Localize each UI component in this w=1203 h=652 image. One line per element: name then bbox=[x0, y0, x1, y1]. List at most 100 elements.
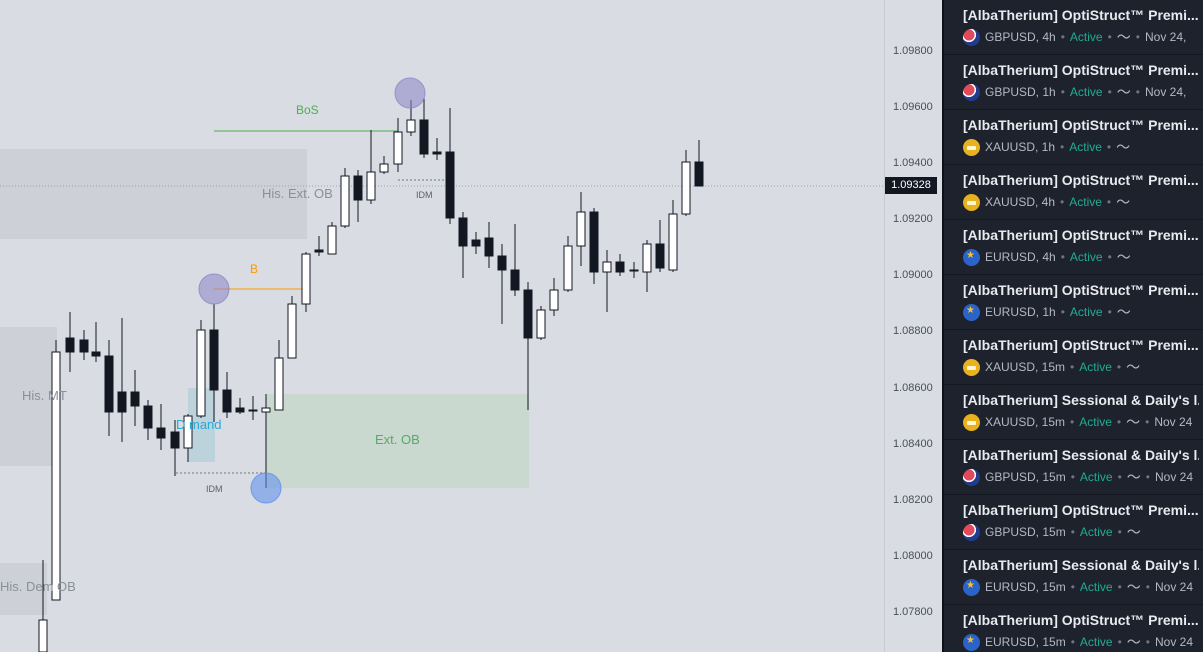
alert-item[interactable]: [AlbaTherium] Sessional & Daily's l... EU… bbox=[944, 550, 1203, 605]
trend-wave-icon: 〜 bbox=[1116, 139, 1131, 155]
bullish-candle bbox=[301, 253, 311, 305]
alert-details: GBPUSD, 1h • Active • 〜 • Nov 24, bbox=[963, 83, 1203, 101]
alert-symbol: XAUUSD, 15m bbox=[985, 415, 1066, 429]
bearish-candle bbox=[419, 119, 429, 155]
trend-wave-icon: 〜 bbox=[1126, 469, 1141, 485]
price-axis[interactable]: 1.09800 1.09600 1.09400 1.09200 1.09000 … bbox=[884, 0, 943, 652]
alert-date: Nov 24 bbox=[1154, 635, 1194, 649]
alert-status: Active bbox=[1079, 525, 1113, 539]
alert-title: [AlbaTherium] Sessional & Daily's l... bbox=[963, 447, 1199, 463]
bearish-candle bbox=[471, 239, 481, 247]
bearish-candle bbox=[589, 211, 599, 273]
trend-wave-icon: 〜 bbox=[1126, 634, 1141, 650]
alert-status: Active bbox=[1069, 140, 1102, 154]
separator-dot: • bbox=[1106, 195, 1112, 209]
alert-item[interactable]: [AlbaTherium] OptiStruct™ Premi... GBPUSD… bbox=[944, 0, 1203, 55]
alert-title: [AlbaTherium] OptiStruct™ Premi... bbox=[963, 282, 1199, 298]
bullish-candle bbox=[393, 131, 403, 165]
current-price-tag: 1.09328 bbox=[885, 177, 937, 194]
alert-status: Active bbox=[1069, 250, 1103, 264]
price-tick: 1.08400 bbox=[893, 438, 933, 450]
alert-item[interactable]: [AlbaTherium] Sessional & Daily's l... GB… bbox=[944, 440, 1203, 495]
alert-item[interactable]: [AlbaTherium] OptiStruct™ Premi... EURUSD… bbox=[944, 605, 1203, 652]
alert-status: Active bbox=[1069, 305, 1103, 319]
separator-dot: • bbox=[1060, 305, 1065, 319]
bearish-candle bbox=[615, 261, 625, 273]
alert-item[interactable]: [AlbaTherium] OptiStruct™ Premi... GBPUSD… bbox=[944, 495, 1203, 550]
bearish-candle bbox=[314, 249, 324, 253]
alert-symbol: GBPUSD, 15m bbox=[985, 525, 1066, 539]
trend-wave-icon: 〜 bbox=[1126, 524, 1141, 540]
bullish-candle bbox=[51, 351, 61, 601]
alert-symbol: GBPUSD, 15m bbox=[985, 470, 1066, 484]
bearish-candle bbox=[458, 217, 468, 247]
his-ext-ob-zone bbox=[0, 149, 307, 239]
alert-symbol: XAUUSD, 1h bbox=[985, 140, 1056, 154]
ext-ob-label: Ext. OB bbox=[375, 432, 420, 447]
his-imt-label: His. MT bbox=[22, 388, 67, 403]
eur-usd-flag-icon bbox=[963, 248, 980, 266]
alert-symbol: GBPUSD, 4h bbox=[985, 30, 1056, 44]
price-tick: 1.08000 bbox=[893, 550, 933, 562]
gbp-usd-flag-icon bbox=[963, 28, 980, 46]
alert-symbol: GBPUSD, 1h bbox=[985, 85, 1056, 99]
price-chart[interactable]: BoS B IDM IDM His. Ext. OB His. MT D man… bbox=[0, 0, 884, 652]
trend-wave-icon: 〜 bbox=[1126, 414, 1141, 430]
separator-dot: • bbox=[1117, 580, 1122, 594]
bearish-candle bbox=[248, 409, 258, 412]
bullish-candle bbox=[668, 213, 678, 271]
gold-icon bbox=[963, 413, 980, 431]
separator-dot: • bbox=[1116, 360, 1122, 374]
alert-details: XAUUSD, 15m • Active • 〜 • Nov 24 bbox=[963, 413, 1203, 431]
alert-date: Nov 24 bbox=[1155, 470, 1194, 484]
price-tick: 1.08200 bbox=[893, 494, 933, 506]
bullish-candle bbox=[196, 329, 206, 417]
price-tick: 1.09600 bbox=[893, 101, 933, 113]
alert-status: Active bbox=[1079, 470, 1113, 484]
separator-dot: • bbox=[1106, 140, 1112, 154]
price-tick: 1.07800 bbox=[893, 606, 933, 618]
eur-usd-flag-icon bbox=[963, 303, 980, 321]
alert-item[interactable]: [AlbaTherium] OptiStruct™ Premi... EURUSD… bbox=[944, 275, 1203, 330]
alert-date: Nov 24, bbox=[1145, 85, 1187, 99]
his-ext-ob-label: His. Ext. OB bbox=[262, 186, 333, 201]
alert-details: XAUUSD, 15m • Active • 〜 bbox=[963, 358, 1203, 376]
trend-wave-icon: 〜 bbox=[1126, 359, 1141, 375]
alert-details: XAUUSD, 1h • Active • 〜 bbox=[963, 138, 1203, 156]
price-tick: 1.08600 bbox=[893, 382, 933, 394]
price-tick: 1.09000 bbox=[893, 269, 933, 281]
bullish-candle bbox=[602, 261, 612, 273]
separator-dot: • bbox=[1070, 360, 1075, 374]
separator-dot: • bbox=[1116, 415, 1122, 429]
alert-item[interactable]: [AlbaTherium] OptiStruct™ Premi... XAUUSD… bbox=[944, 330, 1203, 385]
his-dem-ob-zone bbox=[0, 563, 47, 615]
alert-item[interactable]: [AlbaTherium] OptiStruct™ Premi... XAUUSD… bbox=[944, 110, 1203, 165]
alert-item[interactable]: [AlbaTherium] OptiStruct™ Premi... EURUSD… bbox=[944, 220, 1203, 275]
bearish-candle bbox=[209, 329, 219, 391]
alert-item[interactable]: [AlbaTherium] OptiStruct™ Premi... XAUUSD… bbox=[944, 165, 1203, 220]
separator-dot: • bbox=[1070, 470, 1075, 484]
alert-title: [AlbaTherium] OptiStruct™ Premi... bbox=[963, 502, 1199, 518]
alert-item[interactable]: [AlbaTherium] OptiStruct™ Premi... GBPUSD… bbox=[944, 55, 1203, 110]
swing-high-circle bbox=[394, 77, 426, 109]
gbp-usd-flag-icon bbox=[963, 523, 980, 541]
price-tick: 1.09400 bbox=[893, 157, 933, 169]
separator-dot: • bbox=[1107, 30, 1112, 44]
alert-details: EURUSD, 15m • Active • 〜 • Nov 24 bbox=[963, 578, 1203, 596]
bullish-candle bbox=[536, 309, 546, 339]
alert-status: Active bbox=[1079, 635, 1113, 649]
gbp-usd-flag-icon bbox=[963, 468, 980, 486]
separator-dot: • bbox=[1060, 85, 1065, 99]
alert-symbol: EURUSD, 4h bbox=[985, 250, 1056, 264]
separator-dot: • bbox=[1060, 250, 1065, 264]
bos-label: BoS bbox=[296, 103, 319, 117]
bearish-candle bbox=[497, 255, 507, 271]
b-label: B bbox=[250, 262, 259, 276]
price-tick: 1.08800 bbox=[893, 325, 933, 337]
bullish-candle bbox=[261, 407, 271, 413]
separator-dot: • bbox=[1145, 635, 1150, 649]
alerts-panel[interactable]: [AlbaTherium] OptiStruct™ Premi... GBPUSD… bbox=[942, 0, 1203, 652]
bullish-candle bbox=[183, 415, 193, 449]
trend-wave-icon: 〜 bbox=[1116, 249, 1131, 265]
alert-item[interactable]: [AlbaTherium] Sessional & Daily's l... XA… bbox=[944, 385, 1203, 440]
